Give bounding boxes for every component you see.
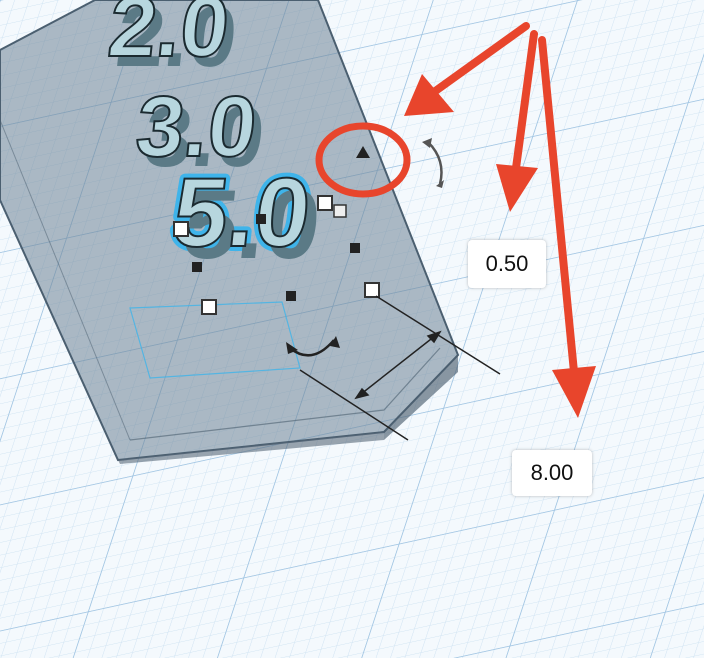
text-5-0-glow: 5.0: [168, 157, 316, 267]
text-2-0-face: 2.0: [104, 0, 234, 75]
dimension-lines: [299, 295, 501, 441]
depth-dimension-input[interactable]: 8.00: [512, 450, 592, 496]
edge-handle-bottom[interactable]: [286, 291, 296, 301]
selection-handles[interactable]: [173, 146, 380, 315]
text-stack: 2.0 2.0 3.0 3.0 5.0 5.0 5.0: [103, 0, 326, 279]
text-3-0-face: 3.0: [132, 79, 262, 175]
corner-handle-bottom-left[interactable]: [201, 299, 217, 315]
annotation-arrows: [404, 22, 596, 418]
base-prism[interactable]: [0, 0, 460, 464]
height-handle-cone[interactable]: [356, 146, 370, 158]
highlight-circle: [315, 122, 411, 198]
rotate-arrow-icon[interactable]: [286, 336, 340, 357]
corner-handle-bottom-right[interactable]: [364, 282, 380, 298]
side-handle[interactable]: [333, 204, 347, 218]
text-5-0-extrude: 5.0: [178, 169, 326, 279]
text-5-0-face: 5.0: [168, 157, 316, 267]
corner-handle-top-right[interactable]: [317, 195, 333, 211]
edge-handle-right[interactable]: [350, 243, 360, 253]
edge-handle-top[interactable]: [256, 214, 266, 224]
rotate-arrow-icon[interactable]: [422, 138, 444, 188]
selection-footprint: [129, 301, 301, 379]
corner-handle-top-left[interactable]: [173, 221, 189, 237]
text-2-0: 2.0: [112, 0, 242, 85]
text-3-0: 3.0: [140, 89, 270, 185]
height-dimension-input[interactable]: 0.50: [468, 240, 546, 288]
edge-handle-left[interactable]: [192, 262, 202, 272]
